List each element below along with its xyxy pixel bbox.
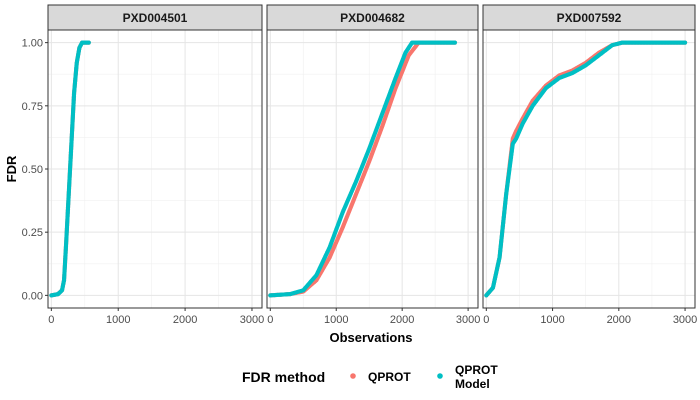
- facet-strip: [482, 4, 696, 31]
- x-tick-label: 3000: [673, 314, 697, 326]
- legend-key: [350, 373, 356, 379]
- x-tick-label: 1000: [324, 314, 348, 326]
- facet-strip-label: PXD007592: [557, 11, 622, 25]
- x-tick-label: 2000: [173, 314, 197, 326]
- x-tick-label: 1000: [106, 314, 130, 326]
- y-tick-label: 0.50: [22, 164, 43, 176]
- y-axis-title: FDR: [4, 155, 19, 182]
- x-tick-label: 3000: [456, 314, 480, 326]
- x-tick-label: 0: [267, 314, 273, 326]
- y-tick-label: 0.00: [22, 290, 43, 302]
- x-tick-label: 0: [48, 314, 54, 326]
- x-tick-label: 0: [483, 314, 489, 326]
- x-tick-label: 3000: [240, 314, 264, 326]
- legend-title: FDR method: [242, 369, 325, 385]
- y-tick-label: 0.25: [22, 227, 43, 239]
- panel-border: [266, 29, 479, 309]
- facet-strip-label: PXD004682: [340, 11, 405, 25]
- legend-entry-0: QPROT: [350, 370, 411, 384]
- series-qprot-model: [484, 40, 688, 298]
- facet-panel-2: PXD007592 0 1000 2000 3000: [482, 4, 697, 326]
- facet-strip: [47, 4, 263, 31]
- facet-panel-0: PXD004501 0 1000 2000 3000: [47, 4, 264, 326]
- facet-panel-1: PXD004682 0 1000 2000 3000: [266, 4, 480, 326]
- facet-strip-label: PXD004501: [123, 11, 188, 25]
- y-tick-label: 0.75: [22, 101, 43, 113]
- legend-label: Model: [455, 377, 490, 391]
- data-point: [452, 40, 458, 45]
- data-point: [682, 40, 688, 45]
- series-qprot-model: [268, 40, 458, 298]
- panel-border: [482, 29, 696, 309]
- series-qprot-model: [49, 40, 91, 298]
- legend-label: QPROT: [368, 370, 411, 384]
- x-tick-label: 1000: [540, 314, 564, 326]
- data-point: [86, 40, 91, 45]
- legend-key: [437, 373, 443, 379]
- x-tick-label: 2000: [607, 314, 631, 326]
- x-tick-label: 2000: [390, 314, 414, 326]
- x-axis-title: Observations: [329, 330, 412, 345]
- y-tick-label: 1.00: [22, 38, 43, 50]
- legend-label: QPROT: [455, 363, 498, 377]
